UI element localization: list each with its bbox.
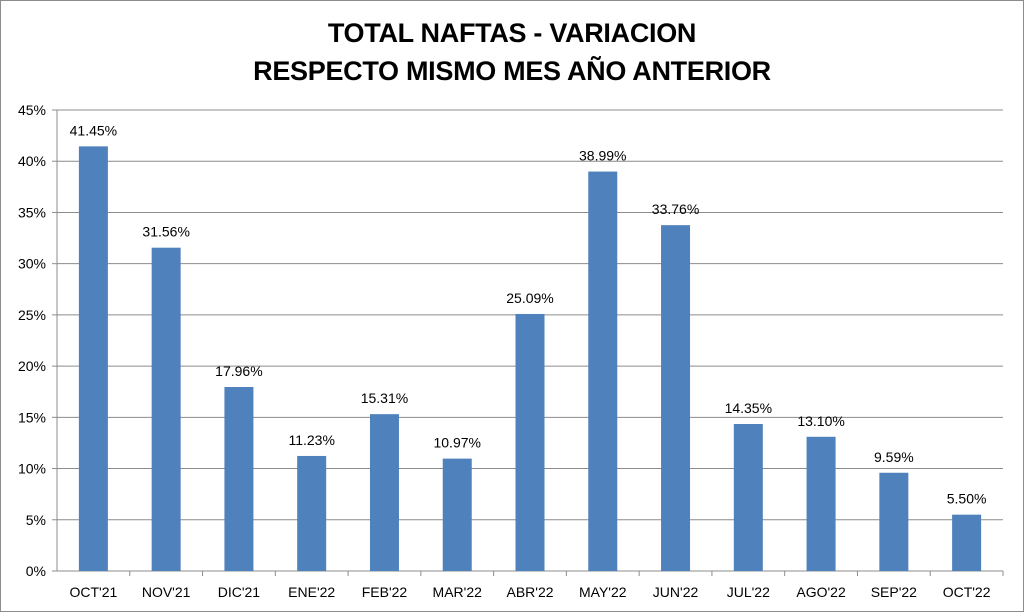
x-tick-label: FEB'22: [362, 584, 408, 600]
bar: [297, 455, 327, 571]
bar: [515, 313, 545, 571]
x-tick-label: MAR'22: [433, 584, 483, 600]
bar: [224, 387, 254, 571]
bar: [952, 514, 982, 571]
x-tick-label: ABR'22: [506, 584, 553, 600]
x-tick-label: NOV'21: [142, 584, 191, 600]
data-label: 41.45%: [70, 122, 117, 138]
y-tick-label: 35%: [18, 204, 46, 220]
bar: [442, 458, 472, 571]
data-label: 13.10%: [797, 413, 844, 429]
data-label: 38.99%: [579, 148, 626, 164]
chart-title-line-2: RESPECTO MISMO MES AÑO ANTERIOR: [253, 56, 771, 86]
data-label: 33.76%: [652, 201, 699, 217]
y-tick-label: 45%: [18, 102, 46, 118]
y-tick-label: 30%: [18, 256, 46, 272]
bar: [806, 436, 836, 571]
bar: [588, 171, 618, 572]
x-tick-label: AGO'22: [796, 584, 846, 600]
bar: [151, 247, 181, 571]
y-tick-label: 0%: [26, 563, 46, 579]
data-label: 25.09%: [506, 290, 553, 306]
data-label: 10.97%: [433, 435, 480, 451]
bar: [369, 414, 399, 571]
y-tick-label: 15%: [18, 409, 46, 425]
y-tick-label: 40%: [18, 153, 46, 169]
data-label: 17.96%: [215, 363, 262, 379]
chart-title: TOTAL NAFTAS - VARIACION RESPECTO MISMO …: [0, 14, 1024, 90]
x-tick-label: ENE'22: [288, 584, 335, 600]
x-tick-label: JUN'22: [653, 584, 699, 600]
y-tick-label: 10%: [18, 461, 46, 477]
y-tick-label: 20%: [18, 358, 46, 374]
x-tick-label: OCT'21: [69, 584, 117, 600]
bar: [661, 225, 691, 571]
x-tick-label: MAY'22: [579, 584, 627, 600]
x-tick-label: SEP'22: [871, 584, 917, 600]
y-tick-label: 5%: [26, 512, 46, 528]
x-tick-label: DIC'21: [218, 584, 261, 600]
y-tick-label: 25%: [18, 307, 46, 323]
data-label: 9.59%: [874, 449, 914, 465]
chart-title-line-1: TOTAL NAFTAS - VARIACION: [327, 18, 697, 48]
bar: [78, 146, 108, 571]
data-label: 5.50%: [947, 491, 987, 507]
bar: [733, 423, 763, 571]
bar: [879, 472, 909, 571]
data-label: 14.35%: [725, 400, 772, 416]
data-label: 11.23%: [288, 432, 334, 448]
x-tick-label: JUL'22: [727, 584, 770, 600]
data-label: 15.31%: [361, 390, 408, 406]
x-tick-label: OCT'22: [943, 584, 991, 600]
data-label: 31.56%: [142, 224, 189, 240]
